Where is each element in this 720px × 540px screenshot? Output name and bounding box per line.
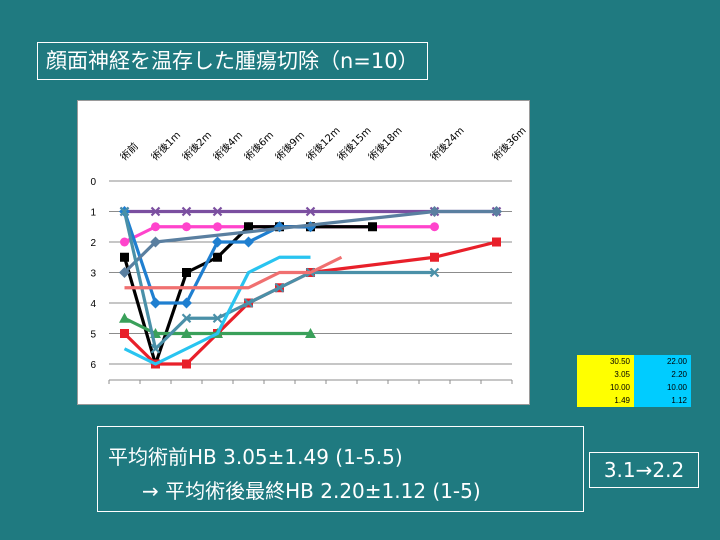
data-point <box>150 206 161 217</box>
table-cell: 10.00 <box>634 381 691 394</box>
change-box: 3.1→2.2 <box>589 452 699 488</box>
data-point <box>120 237 129 247</box>
data-point <box>182 359 191 369</box>
y-tick-label: 1 <box>90 208 96 219</box>
x-tick-label: 術後1m <box>148 128 183 163</box>
data-point <box>212 236 223 248</box>
x-tick-label: 術前 <box>117 140 140 163</box>
data-point <box>119 267 130 278</box>
data-point <box>429 206 440 217</box>
y-tick-label: 6 <box>90 360 96 371</box>
slide-title: 顔面神経を温存した腫瘍切除（n=10） <box>37 42 428 80</box>
table-cell: 1.49 <box>577 394 634 407</box>
table-cell: 2.20 <box>634 368 691 381</box>
data-point <box>119 312 130 323</box>
x-tick-label: 術後6m <box>241 128 276 163</box>
data-point <box>430 222 439 232</box>
data-point <box>213 252 222 262</box>
x-tick-label: 術後2m <box>179 128 214 163</box>
x-tick-label: 術後24m <box>427 124 466 163</box>
x-tick-label: 術後9m <box>272 128 307 163</box>
data-point <box>244 222 253 232</box>
data-point <box>182 222 191 232</box>
data-point <box>120 252 129 262</box>
data-point <box>150 236 161 248</box>
data-point <box>212 206 223 217</box>
table-cell: 22.00 <box>634 355 691 368</box>
x-tick-label: 術後36m <box>489 124 528 163</box>
data-point <box>368 222 377 232</box>
series-line <box>123 209 497 274</box>
data-point <box>120 329 129 338</box>
data-point <box>119 206 130 217</box>
table-cell: 10.00 <box>577 381 634 394</box>
summary-preop-line: 平均術前HB 3.05±1.49 (1-5.5) <box>108 445 403 469</box>
y-tick-label: 4 <box>90 299 96 310</box>
series-line <box>124 255 343 290</box>
data-point <box>150 343 161 354</box>
data-point <box>429 267 440 278</box>
table-row: 1.49 1.12 <box>577 394 691 407</box>
table-row: 3.05 2.20 <box>577 368 691 381</box>
data-point <box>150 297 161 309</box>
y-tick-label: 2 <box>90 238 96 249</box>
x-tick-label: 術後4m <box>210 128 245 163</box>
data-point <box>181 297 192 309</box>
data-point <box>243 298 254 308</box>
table-cell: 30.50 <box>577 355 634 368</box>
data-point <box>181 328 192 338</box>
data-point <box>181 313 192 324</box>
table-cell: 1.12 <box>634 394 691 407</box>
data-point <box>274 282 285 293</box>
data-point <box>182 268 191 277</box>
x-tick-label: 術後18m <box>365 124 404 163</box>
y-tick-label: 5 <box>90 330 96 341</box>
data-point <box>491 206 502 217</box>
data-point <box>181 206 192 217</box>
table-cell: 3.05 <box>577 368 634 381</box>
stats-table: 30.50 22.00 3.05 2.20 10.00 10.00 1.49 1… <box>577 355 691 407</box>
data-point <box>151 222 160 232</box>
line-chart: 0 1 2 3 4 5 6 術前 術後1m 術後2m 術後4m 術後6m 術後9m 術後12m 術後15m 術… <box>77 100 530 405</box>
data-point <box>213 222 222 232</box>
data-point <box>305 328 316 338</box>
summary-postop-line: → 平均術後最終HB 2.20±1.12 (1-5) <box>142 479 481 503</box>
series-line <box>123 255 311 366</box>
data-point <box>492 237 501 247</box>
y-tick-label: 0 <box>90 177 96 188</box>
y-tick-label: 3 <box>90 269 96 280</box>
table-row: 30.50 22.00 <box>577 355 691 368</box>
data-point <box>212 313 223 324</box>
summary-box: 平均術前HB 3.05±1.49 (1-5.5) → 平均術後最終HB 2.20… <box>97 426 584 512</box>
data-point <box>243 236 254 248</box>
series-line <box>122 211 435 351</box>
table-row: 10.00 10.00 <box>577 381 691 394</box>
data-point <box>430 252 439 262</box>
data-point <box>305 206 316 217</box>
